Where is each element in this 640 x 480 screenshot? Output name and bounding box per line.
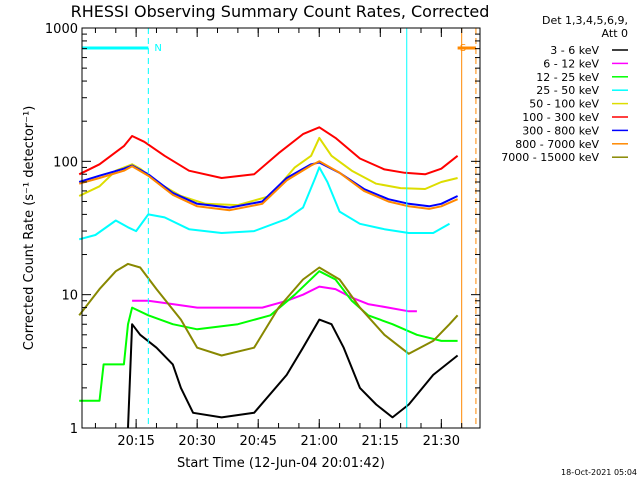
y-tick-label: 100 <box>53 155 78 170</box>
x-tick-label: 21:15 <box>362 434 399 449</box>
annotation-label-0: N <box>154 43 161 54</box>
x-axis: 20:15 20:30 20:45 21:00 21:15 21:30 <box>94 28 463 449</box>
y-tick-label: 1 <box>70 422 78 437</box>
legend-label: 300 - 800 keV <box>522 124 599 137</box>
x-tick-label: 20:30 <box>178 434 215 449</box>
x-tick-label: 21:30 <box>423 434 460 449</box>
chart-title: RHESSI Observing Summary Count Rates, Co… <box>71 2 490 21</box>
legend-label: 7000 - 15000 keV <box>501 151 599 164</box>
timestamp: 18-Oct-2021 05:04 <box>561 468 637 477</box>
legend-label: 6 - 12 keV <box>543 57 599 70</box>
series-line-5 <box>78 126 459 179</box>
x-tick-label: 20:15 <box>117 434 154 449</box>
legend-label: 12 - 25 keV <box>536 71 599 84</box>
x-tick-label: 21:00 <box>301 434 338 449</box>
legend-header-line-2: Att 0 <box>602 27 628 40</box>
legend-label: 50 - 100 keV <box>529 98 599 111</box>
x-axis-label: Start Time (12-Jun-04 20:01:42) <box>177 456 385 471</box>
series-line-7 <box>78 160 458 212</box>
series-line-3 <box>78 166 450 241</box>
series-line-1 <box>132 285 417 313</box>
legend-label: 100 - 300 keV <box>522 111 599 124</box>
annotation-label-1: S <box>460 43 466 54</box>
y-axis: 1 10 100 1000 <box>45 22 480 437</box>
series-line-0 <box>127 318 459 429</box>
series-line-8 <box>78 262 459 357</box>
legend-label: 3 - 6 keV <box>550 44 599 57</box>
plot-frame <box>81 27 481 429</box>
legend-label: 25 - 50 keV <box>536 84 599 97</box>
legend-header-line-1: Det 1,3,4,5,6,9, <box>542 14 628 27</box>
x-tick-label: 20:45 <box>239 434 276 449</box>
y-tick-label: 10 <box>61 289 78 304</box>
y-axis-label: Corrected Count Rate (s⁻¹ detector⁻¹) <box>22 106 37 351</box>
y-tick-label: 1000 <box>45 22 78 37</box>
legend-label: 800 - 7000 keV <box>515 138 599 151</box>
series-line-2 <box>79 270 458 402</box>
